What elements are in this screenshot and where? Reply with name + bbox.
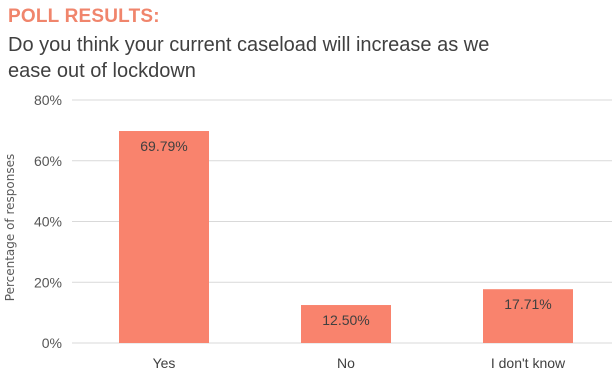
y-axis-ticks: 0% 20% 40% 60% 80%	[34, 92, 62, 351]
y-tick-label: 80%	[34, 92, 62, 108]
y-axis-title: Percentage of responses	[3, 154, 17, 301]
x-category-label: Yes	[153, 355, 176, 371]
bar-yes	[119, 131, 209, 343]
data-label: 12.50%	[322, 312, 369, 328]
y-tick-label: 40%	[34, 214, 62, 230]
x-category-label: No	[337, 355, 355, 371]
data-label: 69.79%	[140, 138, 187, 154]
data-label: 17.71%	[504, 296, 551, 312]
y-tick-label: 60%	[34, 153, 62, 169]
y-tick-label: 0%	[42, 335, 62, 351]
x-axis-categories: Yes No I don't know	[153, 355, 566, 371]
y-tick-label: 20%	[34, 274, 62, 290]
x-category-label: I don't know	[491, 355, 566, 371]
